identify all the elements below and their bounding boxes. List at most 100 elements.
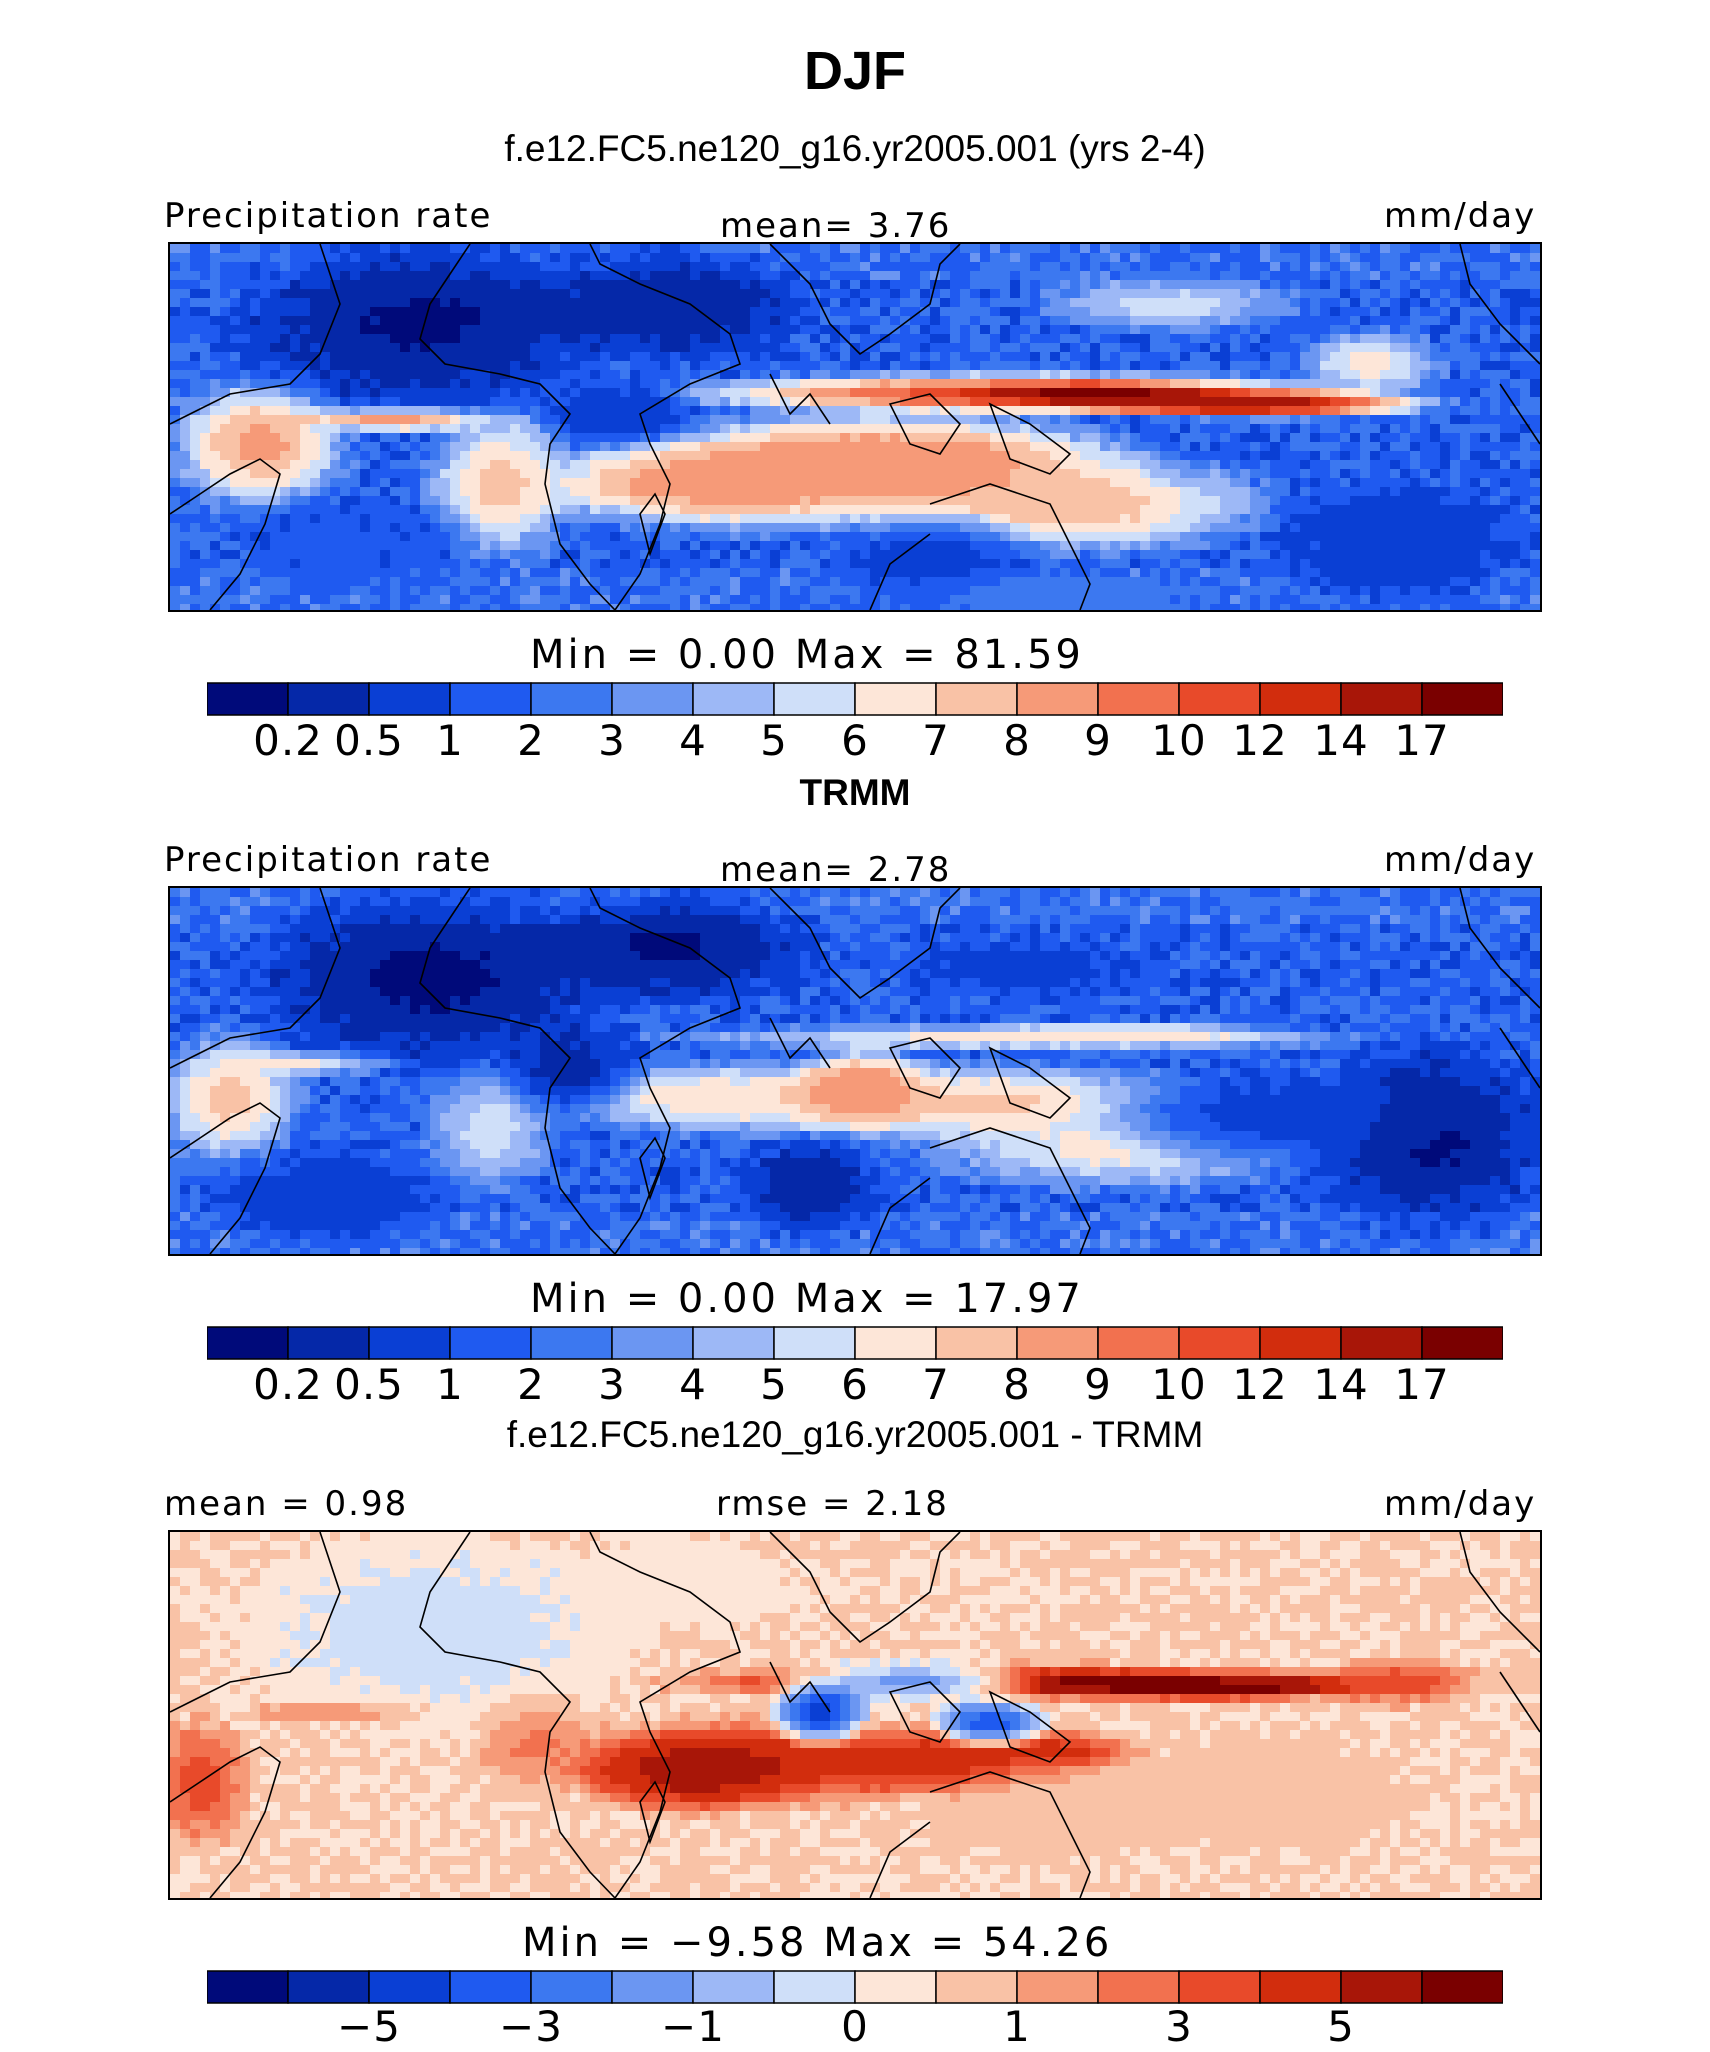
coastline: [888, 1681, 962, 1743]
colorbar-box: [854, 1326, 937, 1360]
coastline: [869, 533, 931, 610]
colorbar-diff-svg: [207, 1970, 1503, 2004]
colorbar-tick-label: 10: [1151, 1360, 1207, 1409]
colorbar-tick-label: 2: [517, 1360, 545, 1409]
map-svg-model: [170, 244, 1540, 610]
field-cells: [170, 244, 1540, 610]
coastline: [419, 244, 616, 610]
coastline: [1459, 888, 1540, 1009]
coastline: [888, 393, 962, 455]
coastline: [769, 888, 961, 1000]
colorbar-tick-label: −3: [499, 2002, 563, 2051]
coastline: [639, 1780, 666, 1845]
colorbar-tick-label: 3: [598, 716, 626, 765]
colorbar-box: [1421, 682, 1503, 716]
colorbar-box: [1016, 682, 1099, 716]
colorbar-box: [287, 1326, 370, 1360]
colorbar-box: [207, 1326, 289, 1360]
coastline: [170, 458, 281, 610]
panel-diff-map: [168, 1530, 1542, 1900]
colorbar-tick-label: 4: [679, 716, 707, 765]
colorbar-box: [530, 1970, 613, 2004]
colorbar-box: [1178, 1970, 1261, 2004]
panel-diff-minmax: Min = −9.58 Max = 54.26: [522, 1920, 1113, 1966]
colorbar-box: [773, 1970, 856, 2004]
colorbar-tick-label: 5: [760, 1360, 788, 1409]
colorbar-box: [1421, 1970, 1503, 2004]
colorbar-box: [935, 682, 1018, 716]
colorbar-box: [368, 1326, 451, 1360]
colorbar-tick-label: 14: [1313, 1360, 1369, 1409]
colorbar-tick-label: 1: [436, 1360, 464, 1409]
panel-diff-units: mm/day: [1384, 1484, 1537, 1524]
colorbar-tick-label: 7: [922, 1360, 950, 1409]
colorbar-tick-label: 0.2: [253, 1360, 323, 1409]
coastline: [1499, 383, 1540, 445]
coastline: [589, 1532, 741, 1898]
colorbar-box: [692, 1326, 775, 1360]
colorbar-tick-label: 3: [598, 1360, 626, 1409]
colorbar-box: [287, 682, 370, 716]
coastline: [419, 888, 616, 1254]
panel-model-mean: mean= 3.76: [720, 206, 952, 246]
coastline: [170, 1102, 281, 1254]
map-svg-obs: [170, 888, 1540, 1254]
map-svg-diff: [170, 1532, 1540, 1898]
coastline: [769, 1532, 961, 1644]
colorbar-tick-label: 7: [922, 716, 950, 765]
coastline: [769, 244, 961, 356]
colorbar-box: [207, 682, 289, 716]
colorbar-box: [1259, 682, 1342, 716]
colorbar-tick-label: 0.5: [334, 1360, 404, 1409]
panel-obs-units: mm/day: [1384, 840, 1537, 880]
colorbar-obs: [207, 1326, 1503, 1360]
colorbar-tick-label: 8: [1003, 716, 1031, 765]
field-cells: [170, 1532, 1540, 1898]
field-cells: [170, 888, 1540, 1254]
colorbar-box: [1340, 1970, 1423, 2004]
colorbar-box: [692, 1970, 775, 2004]
panel-obs-minmax: Min = 0.00 Max = 17.97: [530, 1276, 1084, 1322]
colorbar-box: [935, 1970, 1018, 2004]
colorbar-box: [207, 1970, 289, 2004]
colorbar-tick-label: 0.5: [334, 716, 404, 765]
colorbar-box: [1097, 1970, 1180, 2004]
coastline: [988, 402, 1072, 475]
coastline: [1459, 244, 1540, 365]
colorbar-tick-label: 6: [841, 1360, 869, 1409]
coastline: [929, 1771, 1091, 1898]
colorbar-tick-label: 1: [436, 716, 464, 765]
coastline: [639, 492, 666, 557]
colorbar-tick-label: 9: [1084, 716, 1112, 765]
colorbar-diff: [207, 1970, 1503, 2004]
colorbar-box: [368, 1970, 451, 2004]
coastline: [769, 1661, 831, 1713]
figure-title: DJF: [803, 41, 906, 101]
coastline: [869, 1177, 931, 1254]
colorbar-box: [1178, 1326, 1261, 1360]
coastline: [929, 1127, 1091, 1254]
coastline: [589, 888, 741, 1254]
colorbar-box: [1016, 1970, 1099, 2004]
colorbar-box: [449, 682, 532, 716]
coastline: [1459, 1532, 1540, 1653]
colorbar-obs-svg: [207, 1326, 1503, 1360]
colorbar-box: [935, 1326, 1018, 1360]
coastline: [1499, 1027, 1540, 1089]
colorbar-box: [1259, 1970, 1342, 2004]
colorbar-box: [530, 682, 613, 716]
colorbar-box: [1097, 1326, 1180, 1360]
coastline: [170, 244, 341, 425]
colorbar-tick-label: 14: [1313, 716, 1369, 765]
colorbar-box: [530, 1326, 613, 1360]
panel-model-variable: Precipitation rate: [164, 196, 493, 236]
panel-diff-title: f.e12.FC5.ne120_g16.yr2005.001 - TRMM: [506, 1414, 1204, 1455]
colorbar-tick-label: 6: [841, 716, 869, 765]
colorbar-box: [1340, 1326, 1423, 1360]
colorbar-box: [287, 1970, 370, 2004]
coastline: [769, 1017, 831, 1069]
panel-obs-variable: Precipitation rate: [164, 840, 493, 880]
panel-model-units: mm/day: [1384, 196, 1537, 236]
panel-diff-rmse: rmse = 2.18: [716, 1484, 949, 1524]
colorbar-box: [611, 1970, 694, 2004]
